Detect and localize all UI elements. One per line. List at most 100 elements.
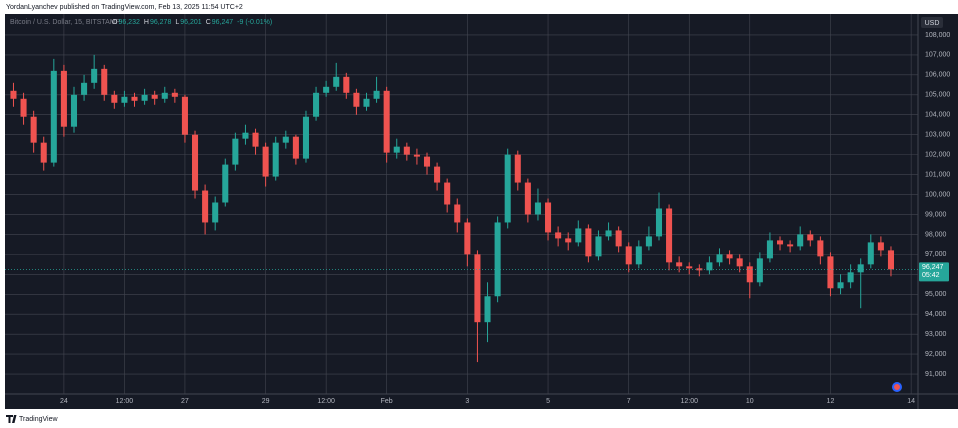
- candle-body: [171, 92, 178, 97]
- candle-body: [70, 94, 78, 127]
- candle-body: [343, 76, 350, 93]
- candle-body: [847, 272, 854, 283]
- badge-icon-inner: [894, 384, 900, 390]
- candle-body: [302, 116, 309, 159]
- candle-body: [666, 208, 673, 263]
- candle-body: [161, 92, 168, 99]
- ohlc-value: 96,278: [150, 19, 172, 26]
- candle-body: [716, 254, 723, 263]
- x-tick-label: Feb: [381, 398, 393, 405]
- candle-body: [696, 268, 703, 271]
- x-tick-label: 3: [465, 398, 469, 405]
- y-tick-label: 104,000: [925, 112, 950, 119]
- brand: TradingView: [19, 416, 58, 423]
- chart-background: [5, 14, 958, 409]
- candle-body: [555, 232, 562, 239]
- candle-body: [565, 238, 572, 243]
- candle-body: [20, 98, 27, 117]
- candle-body: [807, 234, 814, 241]
- candle-body: [454, 204, 461, 223]
- candle-body: [676, 262, 683, 267]
- candle-body: [403, 146, 410, 155]
- y-tick-label: 107,000: [925, 52, 950, 59]
- candle-body: [434, 166, 441, 183]
- candle-body: [444, 182, 451, 205]
- y-tick-label: 92,000: [925, 351, 947, 358]
- candle-body: [686, 266, 693, 269]
- y-tick-label: 108,000: [925, 32, 950, 39]
- candle-body: [323, 86, 330, 93]
- ohlc-key: C: [206, 19, 211, 26]
- y-tick-label: 93,000: [925, 331, 947, 338]
- y-tick-label: 100,000: [925, 191, 950, 198]
- candle-body: [413, 154, 420, 157]
- last-price-box: [919, 262, 949, 282]
- candle-body: [837, 282, 844, 289]
- candle-body: [242, 132, 249, 139]
- candle-body: [111, 94, 118, 103]
- y-tick-label: 102,000: [925, 151, 950, 158]
- candle-body: [524, 182, 531, 215]
- candle-body: [333, 76, 340, 87]
- candle-body: [827, 256, 834, 289]
- candle-body: [10, 90, 17, 99]
- candle-body: [887, 250, 894, 270]
- candle-body: [635, 246, 642, 265]
- x-tick-label: 12:00: [317, 398, 335, 405]
- last-price-label: 96,247: [922, 264, 944, 271]
- y-tick-label: 98,000: [925, 231, 947, 238]
- y-tick-label: 103,000: [925, 132, 950, 139]
- ohlc-change: -9 (-0.01%): [237, 19, 272, 26]
- countdown: 05:42: [922, 272, 940, 279]
- x-tick-label: 24: [60, 398, 68, 405]
- candle-body: [877, 242, 884, 251]
- y-tick-label: 94,000: [925, 311, 947, 318]
- candle-body: [736, 258, 743, 267]
- candle-body: [131, 96, 138, 101]
- candle-body: [282, 136, 289, 143]
- candle-body: [272, 142, 279, 177]
- y-tick-label: 106,000: [925, 72, 950, 79]
- candle-body: [81, 82, 88, 95]
- legend-ohlc: O 96,232 H 96,278 L 96,201 C 96,247 -9 (-0.01%): [112, 19, 272, 26]
- candle-body: [60, 70, 67, 127]
- x-tick-label: 5: [546, 398, 550, 405]
- candle-body: [121, 96, 128, 103]
- candle-body: [766, 240, 773, 259]
- candle-body: [706, 262, 713, 271]
- candle-body: [575, 228, 582, 243]
- x-tick-label: 29: [262, 398, 270, 405]
- ohlc-key: O: [112, 19, 118, 26]
- plot: [5, 14, 918, 394]
- candle-body: [91, 68, 98, 83]
- candle-body: [30, 116, 37, 143]
- candle-body: [756, 258, 763, 283]
- candle-body: [787, 244, 794, 247]
- candle-body: [191, 134, 199, 191]
- x-tick-label: 14: [907, 398, 915, 405]
- currency-box[interactable]: [921, 17, 943, 28]
- candle-body: [585, 228, 592, 257]
- candle-body: [252, 132, 259, 147]
- candle-body: [776, 240, 784, 245]
- x-tick-label: 7: [627, 398, 631, 405]
- candle-body: [212, 202, 219, 223]
- candle-body: [222, 164, 229, 203]
- x-tick-label: 12: [827, 398, 835, 405]
- candle-body: [615, 230, 622, 247]
- candle-body: [50, 70, 57, 163]
- candle-body: [40, 142, 47, 163]
- candle-body: [383, 90, 390, 153]
- candle-body: [726, 254, 733, 259]
- currency: USD: [925, 20, 940, 27]
- candle-body: [484, 296, 491, 323]
- candle-body: [393, 146, 400, 153]
- candle-body: [373, 90, 380, 99]
- candle-body: [514, 154, 521, 183]
- y-tick-label: 101,000: [925, 171, 950, 178]
- candle-body: [746, 266, 753, 283]
- candle-body: [464, 222, 471, 255]
- candle-body: [595, 236, 602, 257]
- candle-body: [857, 264, 864, 273]
